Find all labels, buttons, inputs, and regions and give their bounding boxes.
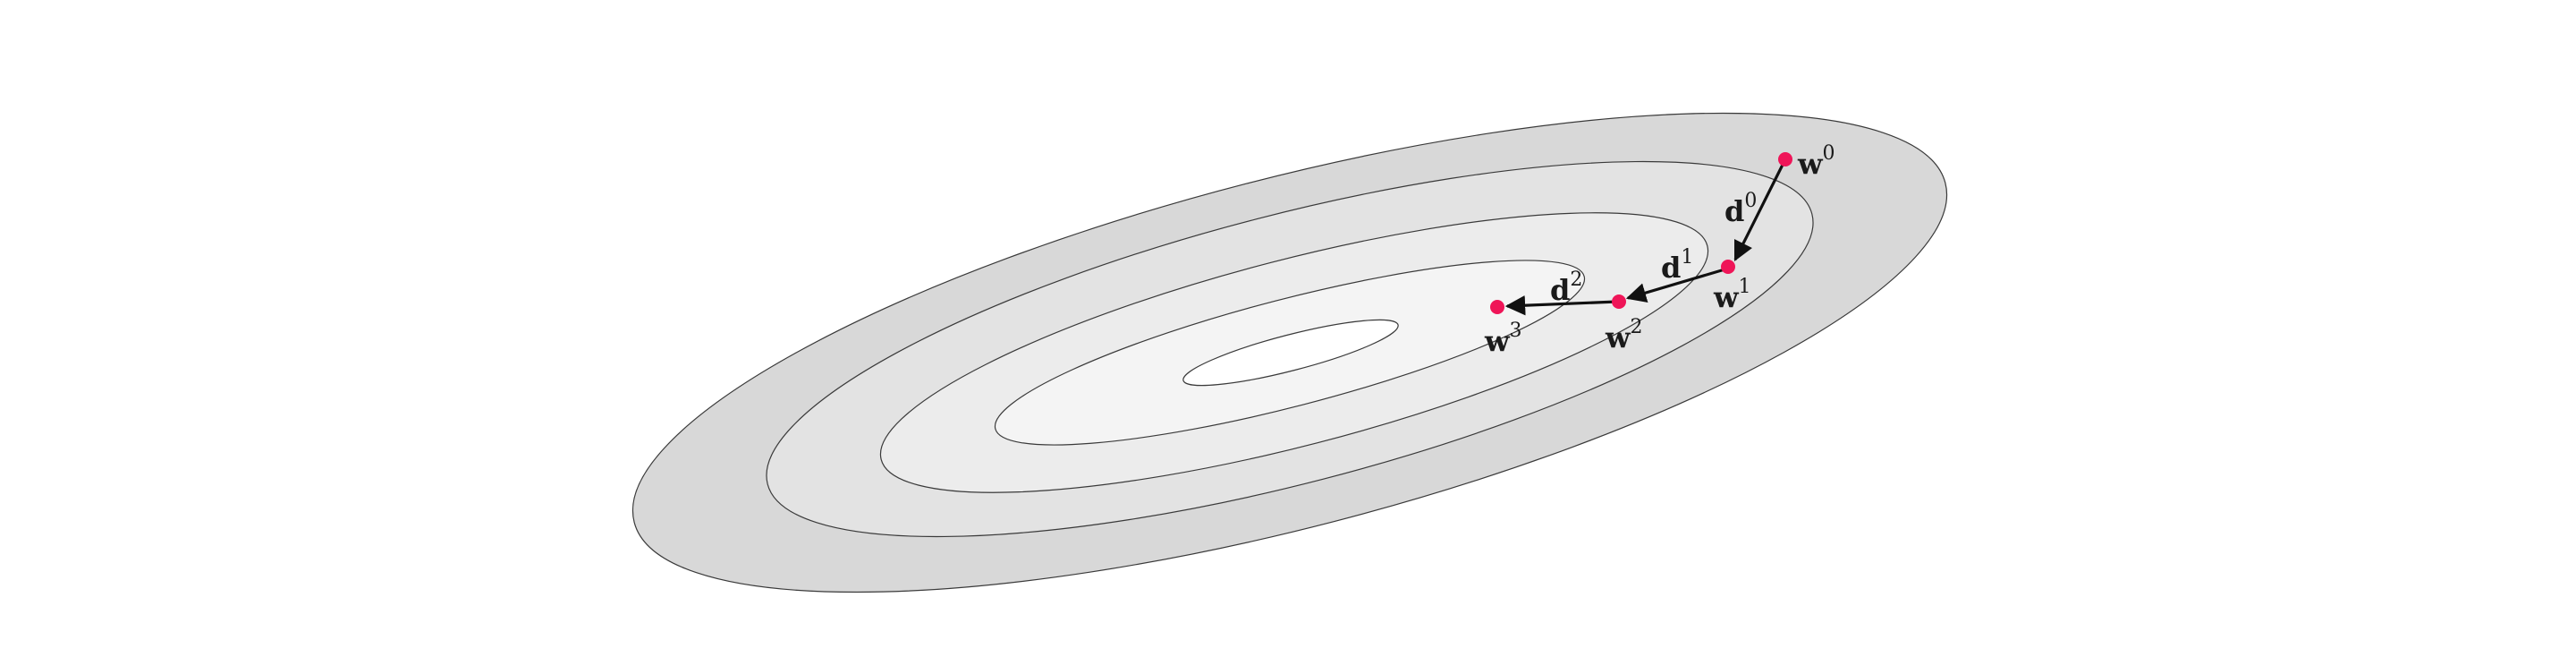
- label-w3-base: w: [1484, 324, 1511, 358]
- point-w3: [1490, 300, 1504, 314]
- label-w3: w3: [1484, 320, 1522, 358]
- label-w0: w0: [1797, 142, 1835, 181]
- label-d0-base: d: [1724, 194, 1744, 228]
- step-arrow-d1: [1625, 266, 1732, 303]
- label-w1: w1: [1713, 276, 1751, 314]
- point-w0: [1778, 152, 1792, 166]
- label-w3-sup: 3: [1510, 320, 1522, 342]
- label-w1-sup: 1: [1739, 276, 1751, 298]
- label-d0: d0: [1724, 190, 1757, 228]
- label-w2-base: w: [1605, 320, 1631, 354]
- label-w2: w2: [1605, 316, 1643, 354]
- label-w0-sup: 0: [1823, 142, 1835, 165]
- label-w1-base: w: [1713, 280, 1740, 314]
- iterate-points: [1490, 152, 1792, 314]
- label-d0-sup: 0: [1744, 190, 1757, 212]
- contour-level-5: [1182, 319, 1399, 387]
- label-d1: d1: [1661, 246, 1693, 285]
- point-w1: [1721, 260, 1735, 274]
- contour-lines: [631, 112, 1948, 593]
- step-labels: d0 d1 d2: [1550, 190, 1757, 307]
- step-arrows: [1504, 160, 1786, 316]
- point-labels: w0 w1 w2 w3: [1484, 142, 1835, 358]
- step-arrow-d0: [1733, 160, 1786, 262]
- label-d2: d2: [1550, 269, 1582, 307]
- label-w2-sup: 2: [1631, 316, 1643, 338]
- step-arrow-d2: [1504, 294, 1618, 316]
- label-d1-base: d: [1661, 251, 1681, 285]
- label-d1-sup: 1: [1681, 246, 1693, 269]
- point-w2: [1612, 294, 1626, 309]
- label-d2-base: d: [1550, 273, 1570, 307]
- label-w0-base: w: [1797, 147, 1824, 181]
- label-d2-sup: 2: [1570, 269, 1582, 291]
